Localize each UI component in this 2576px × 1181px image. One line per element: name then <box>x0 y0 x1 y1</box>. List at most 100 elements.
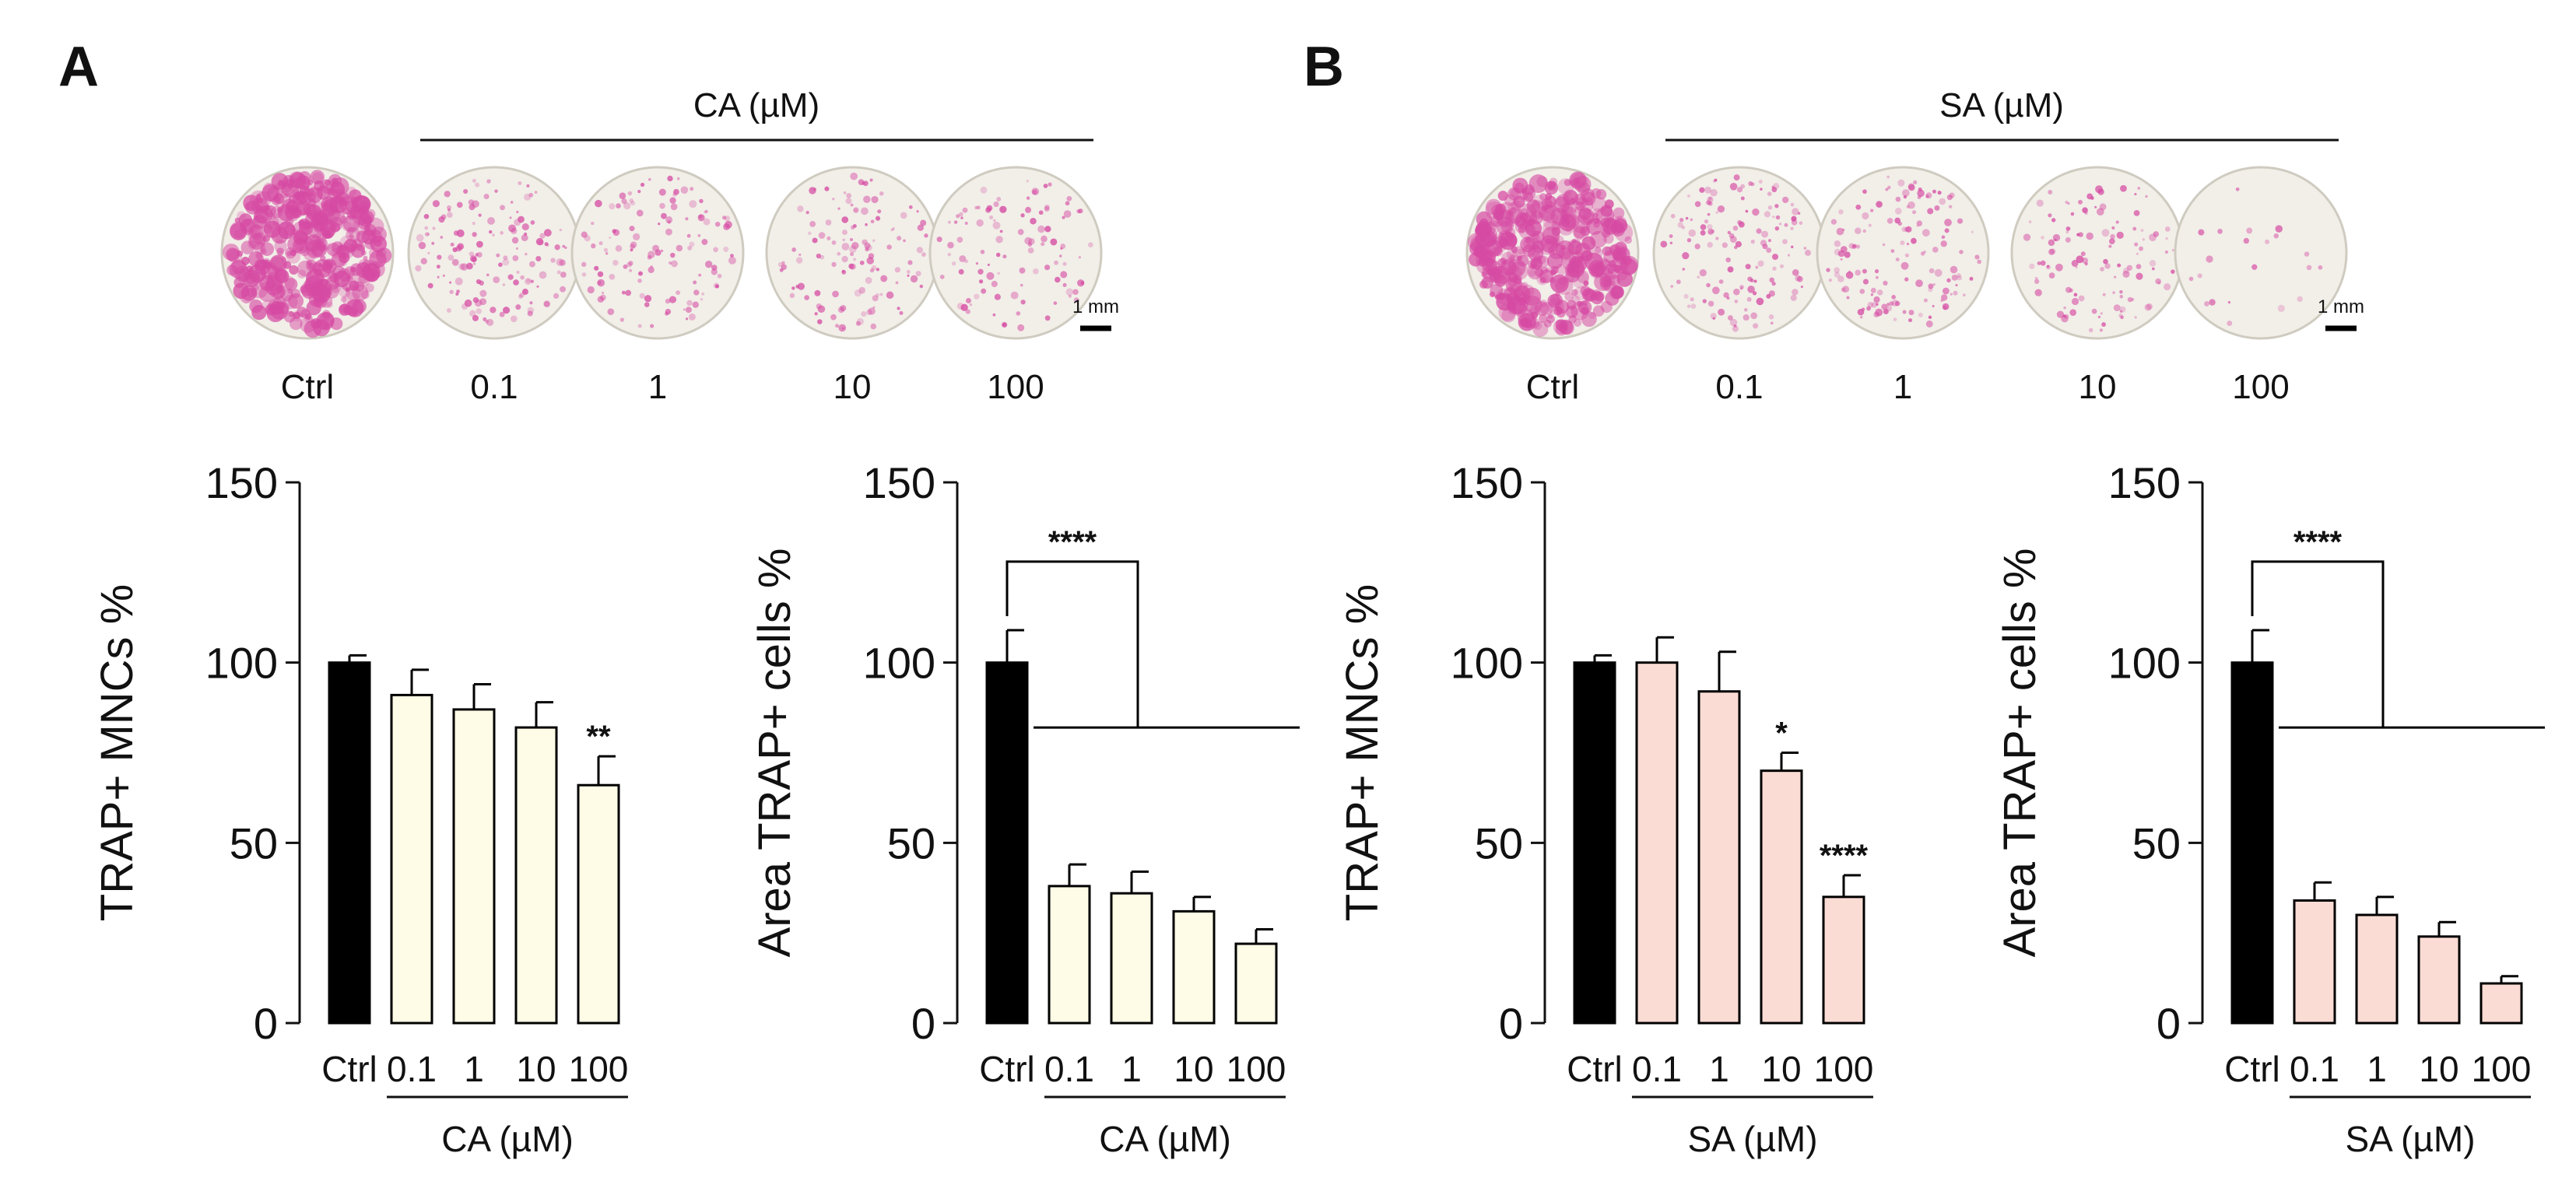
stain-dot <box>498 262 503 268</box>
stain-dot <box>673 188 679 195</box>
stain-dot <box>1549 293 1563 306</box>
stain-dot <box>1555 277 1574 296</box>
stain-dot <box>261 184 279 202</box>
stain-dot <box>1581 236 1596 251</box>
stain-dot <box>299 185 310 196</box>
stain-dot <box>959 255 967 262</box>
stain-dot <box>597 271 604 278</box>
stain-dot <box>1791 216 1797 222</box>
stain-dot <box>837 207 841 210</box>
stain-dot <box>562 244 566 248</box>
stain-dot <box>1885 187 1889 191</box>
stain-dot <box>1533 255 1542 264</box>
stain-dot <box>469 310 476 317</box>
stain-dot <box>1881 303 1888 310</box>
stain-dot <box>1080 281 1085 285</box>
stain-dot <box>717 273 722 279</box>
stain-dot <box>1925 194 1929 198</box>
stain-dot <box>1840 246 1848 253</box>
bar-10 <box>1760 769 1803 1025</box>
stain-dot <box>2149 260 2157 267</box>
stain-dot <box>464 299 472 307</box>
stain-dot <box>1063 210 1072 218</box>
stain-dot <box>1077 279 1085 287</box>
stain-dot <box>1043 184 1048 188</box>
stain-dot <box>841 327 844 330</box>
stain-dot <box>1041 235 1048 243</box>
stain-dot <box>492 233 495 237</box>
stain-dot <box>974 205 978 210</box>
stain-dot <box>1493 208 1504 220</box>
stain-dot <box>851 241 859 250</box>
stain-dot <box>676 244 683 252</box>
stain-dot <box>676 177 680 180</box>
stain-dot <box>1870 209 1874 212</box>
stain-dot <box>1727 266 1734 273</box>
stain-dot <box>455 292 459 296</box>
stain-dot <box>1699 269 1707 277</box>
stain-dot <box>486 273 490 277</box>
stain-dot <box>2084 211 2088 216</box>
stain-dot <box>714 284 720 289</box>
stain-dot <box>1060 271 1068 279</box>
well-circle <box>928 166 1103 340</box>
stain-dot <box>2048 239 2055 247</box>
stain-dot <box>1699 187 1705 193</box>
stain-dot <box>1887 185 1891 190</box>
bar-Ctrl <box>985 661 1029 1025</box>
stain-dot <box>623 264 628 269</box>
well-label: 10 <box>2079 368 2117 406</box>
stain-dot <box>849 263 856 270</box>
stain-dot <box>305 240 325 258</box>
stain-dot <box>947 252 952 257</box>
stain-dot <box>1555 324 1568 336</box>
stain-dot <box>1769 277 1774 283</box>
stain-dot <box>615 245 623 252</box>
bar-1 <box>1110 892 1153 1025</box>
stain-dot <box>964 222 968 225</box>
stain-dot <box>1690 297 1694 302</box>
stain-dot <box>2122 270 2130 278</box>
stain-dot <box>521 289 528 296</box>
stain-dot <box>1566 239 1582 255</box>
stain-dot <box>265 216 279 230</box>
stain-dot <box>514 219 521 226</box>
stain-dot <box>1771 187 1778 193</box>
stain-dot <box>300 181 315 197</box>
stain-dot <box>1608 260 1616 268</box>
bar-1 <box>2355 913 2399 1025</box>
stain-dot <box>637 324 642 328</box>
stain-dot <box>2070 212 2075 216</box>
stain-dot <box>865 277 872 284</box>
stain-dot <box>2114 275 2117 279</box>
stain-dot <box>1876 275 1879 279</box>
significance-bracket <box>2251 560 2385 728</box>
stain-dot <box>239 218 256 235</box>
stain-dot <box>1845 271 1854 279</box>
y-tick-label: 100 <box>1451 639 1523 688</box>
stain-dot <box>502 283 506 286</box>
stain-dot <box>865 223 868 226</box>
stain-dot <box>629 268 633 272</box>
y-axis-label: Area TRAP+ cells % <box>1995 548 2045 958</box>
stain-dot <box>816 253 822 259</box>
stain-dot <box>1594 272 1613 292</box>
bar-0.1 <box>390 693 433 1025</box>
stain-dot <box>1020 213 1025 218</box>
stain-dot <box>1492 266 1511 285</box>
bar-100 <box>2479 982 2523 1025</box>
stain-dot <box>268 212 275 221</box>
stain-dot <box>427 282 433 289</box>
stain-dot <box>260 242 275 257</box>
stain-dot <box>2132 226 2137 231</box>
stain-dot <box>916 210 919 213</box>
stain-dot <box>1707 300 1714 307</box>
stain-dot <box>1053 301 1058 305</box>
stain-dot <box>1613 207 1625 219</box>
x-tick-label: 0.1 <box>1044 1049 1094 1089</box>
stain-dot <box>1507 296 1525 315</box>
stain-dot <box>374 239 382 247</box>
stain-dot <box>1859 289 1865 294</box>
stain-dot <box>269 254 287 272</box>
